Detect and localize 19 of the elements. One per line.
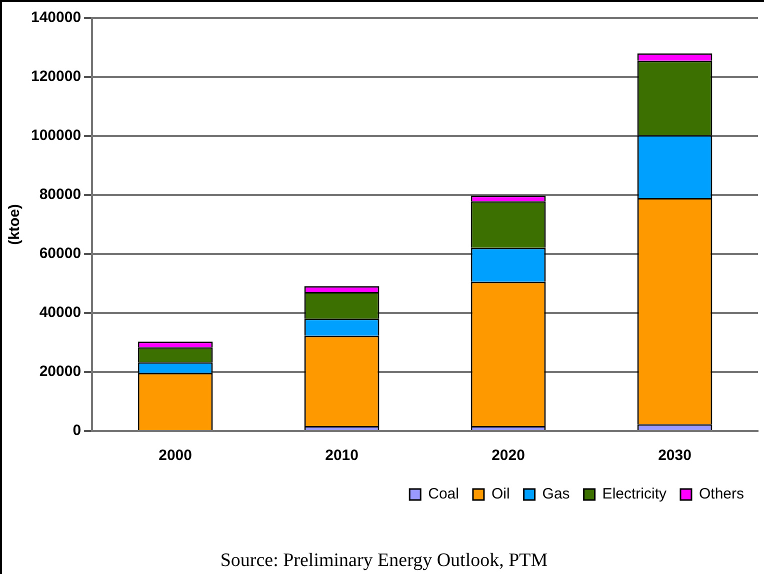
y-tick-label: 20000 (39, 363, 82, 380)
y-tick-label: 40000 (39, 304, 82, 322)
x-tick-label: 2010 (325, 447, 358, 464)
y-tick-label: 0 (72, 422, 82, 440)
y-tick-label: 140000 (30, 9, 82, 26)
y-tick-label: 100000 (30, 127, 82, 144)
x-tick-label: 2020 (492, 447, 525, 464)
source-note: Source: Preliminary Energy Outlook, PTM (219, 550, 549, 572)
legend-label: Electricity (602, 486, 667, 503)
y-axis-title: (ktoe) (6, 204, 24, 245)
y-tick-label: 120000 (30, 68, 82, 86)
legend-label: Oil (491, 486, 510, 503)
legend-label: Gas (542, 486, 570, 503)
y-tick-label: 60000 (39, 245, 82, 262)
x-tick-label: 2030 (658, 447, 692, 464)
legend-label: Others (698, 486, 744, 503)
x-tick-label: 2000 (158, 447, 192, 464)
legend-label: Coal (428, 486, 459, 503)
y-tick-label: 80000 (39, 186, 82, 204)
